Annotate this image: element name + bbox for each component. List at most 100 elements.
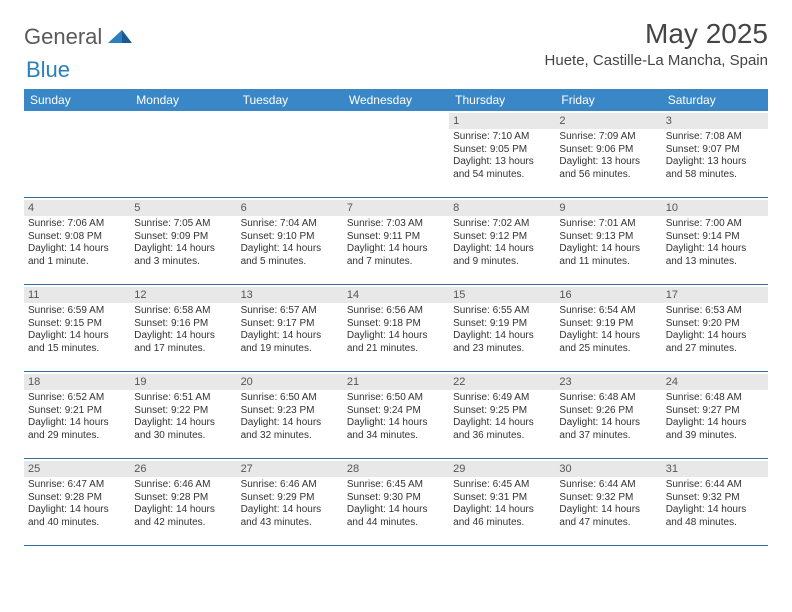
day-number: 18 [24,374,130,390]
day-number: 9 [555,200,661,216]
sunrise-text: Sunrise: 7:08 AM [666,131,764,144]
day-number: 19 [130,374,236,390]
daylight-text: Daylight: 14 hours and 36 minutes. [453,417,551,442]
day-number: 31 [662,461,768,477]
daylight-text: Daylight: 14 hours and 5 minutes. [241,243,339,268]
weekday-header: Friday [555,89,661,111]
calendar-day: 24 Sunrise: 6:48 AMSunset: 9:27 PMDayligh… [662,372,768,458]
sunrise-text: Sunrise: 6:46 AM [134,479,232,492]
day-number: 17 [662,287,768,303]
weekday-header: Sunday [24,89,130,111]
calendar-week: 18Sunrise: 6:52 AMSunset: 9:21 PMDayligh… [24,372,768,459]
sunrise-text: Sunrise: 6:48 AM [666,392,764,405]
sunrise-text: Sunrise: 6:54 AM [559,305,657,318]
day-number: 21 [343,374,449,390]
calendar-day: 6Sunrise: 7:04 AMSunset: 9:10 PMDaylight… [237,198,343,284]
sunrise-text: Sunrise: 7:04 AM [241,218,339,231]
daylight-text: Daylight: 14 hours and 37 minutes. [559,417,657,442]
day-number: 25 [24,461,130,477]
weekday-header: Thursday [449,89,555,111]
daylight-text: Daylight: 14 hours and 48 minutes. [666,504,764,529]
daylight-text: Daylight: 14 hours and 47 minutes. [559,504,657,529]
day-number: 24 [662,374,768,390]
calendar-week: 25Sunrise: 6:47 AMSunset: 9:28 PMDayligh… [24,459,768,546]
weekday-header: Wednesday [343,89,449,111]
daylight-text: Daylight: 13 hours and 58 minutes. [666,156,764,181]
daylight-text: Daylight: 14 hours and 11 minutes. [559,243,657,268]
day-number: 10 [662,200,768,216]
day-number: 22 [449,374,555,390]
sunset-text: Sunset: 9:15 PM [28,318,126,331]
sunset-text: Sunset: 9:22 PM [134,405,232,418]
sunset-text: Sunset: 9:13 PM [559,231,657,244]
daylight-text: Daylight: 14 hours and 40 minutes. [28,504,126,529]
sunset-text: Sunset: 9:14 PM [666,231,764,244]
calendar-day: 20Sunrise: 6:50 AMSunset: 9:23 PMDayligh… [237,372,343,458]
sunset-text: Sunset: 9:23 PM [241,405,339,418]
day-number: 30 [555,461,661,477]
sunrise-text: Sunrise: 6:50 AM [241,392,339,405]
sunset-text: Sunset: 9:18 PM [347,318,445,331]
sunrise-text: Sunrise: 6:59 AM [28,305,126,318]
sunset-text: Sunset: 9:10 PM [241,231,339,244]
calendar: SundayMondayTuesdayWednesdayThursdayFrid… [24,89,768,546]
calendar-day: 10Sunrise: 7:00 AMSunset: 9:14 PMDayligh… [662,198,768,284]
daylight-text: Daylight: 13 hours and 54 minutes. [453,156,551,181]
daylight-text: Daylight: 14 hours and 23 minutes. [453,330,551,355]
title-block: May 2025 Huete, Castille-La Mancha, Spai… [545,18,768,69]
calendar-day: 7Sunrise: 7:03 AMSunset: 9:11 PMDaylight… [343,198,449,284]
sunset-text: Sunset: 9:17 PM [241,318,339,331]
daylight-text: Daylight: 14 hours and 13 minutes. [666,243,764,268]
sunset-text: Sunset: 9:19 PM [559,318,657,331]
day-number: 15 [449,287,555,303]
calendar-day: 30Sunrise: 6:44 AMSunset: 9:32 PMDayligh… [555,459,661,545]
daylight-text: Daylight: 14 hours and 9 minutes. [453,243,551,268]
sunset-text: Sunset: 9:32 PM [666,492,764,505]
sunrise-text: Sunrise: 6:48 AM [559,392,657,405]
sunrise-text: Sunrise: 6:50 AM [347,392,445,405]
sunset-text: Sunset: 9:19 PM [453,318,551,331]
calendar-day: 9Sunrise: 7:01 AMSunset: 9:13 PMDaylight… [555,198,661,284]
daylight-text: Daylight: 14 hours and 15 minutes. [28,330,126,355]
sunrise-text: Sunrise: 6:56 AM [347,305,445,318]
day-number: 1 [449,113,555,129]
sunrise-text: Sunrise: 6:46 AM [241,479,339,492]
calendar-week: 11Sunrise: 6:59 AMSunset: 9:15 PMDayligh… [24,285,768,372]
calendar-day: 15Sunrise: 6:55 AMSunset: 9:19 PMDayligh… [449,285,555,371]
daylight-text: Daylight: 14 hours and 29 minutes. [28,417,126,442]
calendar-day: 8Sunrise: 7:02 AMSunset: 9:12 PMDaylight… [449,198,555,284]
sunset-text: Sunset: 9:24 PM [347,405,445,418]
daylight-text: Daylight: 14 hours and 44 minutes. [347,504,445,529]
daylight-text: Daylight: 14 hours and 32 minutes. [241,417,339,442]
brand-part2: Blue [26,57,70,83]
sunset-text: Sunset: 9:27 PM [666,405,764,418]
day-number: 14 [343,287,449,303]
daylight-text: Daylight: 14 hours and 25 minutes. [559,330,657,355]
calendar-day: 4Sunrise: 7:06 AMSunset: 9:08 PMDaylight… [24,198,130,284]
brand-part1: General [24,24,102,50]
calendar-day: 11Sunrise: 6:59 AMSunset: 9:15 PMDayligh… [24,285,130,371]
month-title: May 2025 [545,18,768,50]
daylight-text: Daylight: 14 hours and 3 minutes. [134,243,232,268]
sunset-text: Sunset: 9:08 PM [28,231,126,244]
sunrise-text: Sunrise: 7:06 AM [28,218,126,231]
sunset-text: Sunset: 9:30 PM [347,492,445,505]
calendar-day: 12Sunrise: 6:58 AMSunset: 9:16 PMDayligh… [130,285,236,371]
sunset-text: Sunset: 9:05 PM [453,144,551,157]
calendar-body: 1Sunrise: 7:10 AMSunset: 9:05 PMDaylight… [24,111,768,546]
day-number: 5 [130,200,236,216]
daylight-text: Daylight: 14 hours and 39 minutes. [666,417,764,442]
day-number: 27 [237,461,343,477]
calendar-day: 21Sunrise: 6:50 AMSunset: 9:24 PMDayligh… [343,372,449,458]
day-number: 23 [555,374,661,390]
sunrise-text: Sunrise: 6:44 AM [666,479,764,492]
sunset-text: Sunset: 9:06 PM [559,144,657,157]
calendar-day: 3Sunrise: 7:08 AMSunset: 9:07 PMDaylight… [662,111,768,197]
calendar-day: 5Sunrise: 7:05 AMSunset: 9:09 PMDaylight… [130,198,236,284]
weekday-header-row: SundayMondayTuesdayWednesdayThursdayFrid… [24,89,768,111]
sunset-text: Sunset: 9:26 PM [559,405,657,418]
calendar-week: 1Sunrise: 7:10 AMSunset: 9:05 PMDaylight… [24,111,768,198]
sunset-text: Sunset: 9:12 PM [453,231,551,244]
calendar-day: 28Sunrise: 6:45 AMSunset: 9:30 PMDayligh… [343,459,449,545]
location-text: Huete, Castille-La Mancha, Spain [545,52,768,69]
